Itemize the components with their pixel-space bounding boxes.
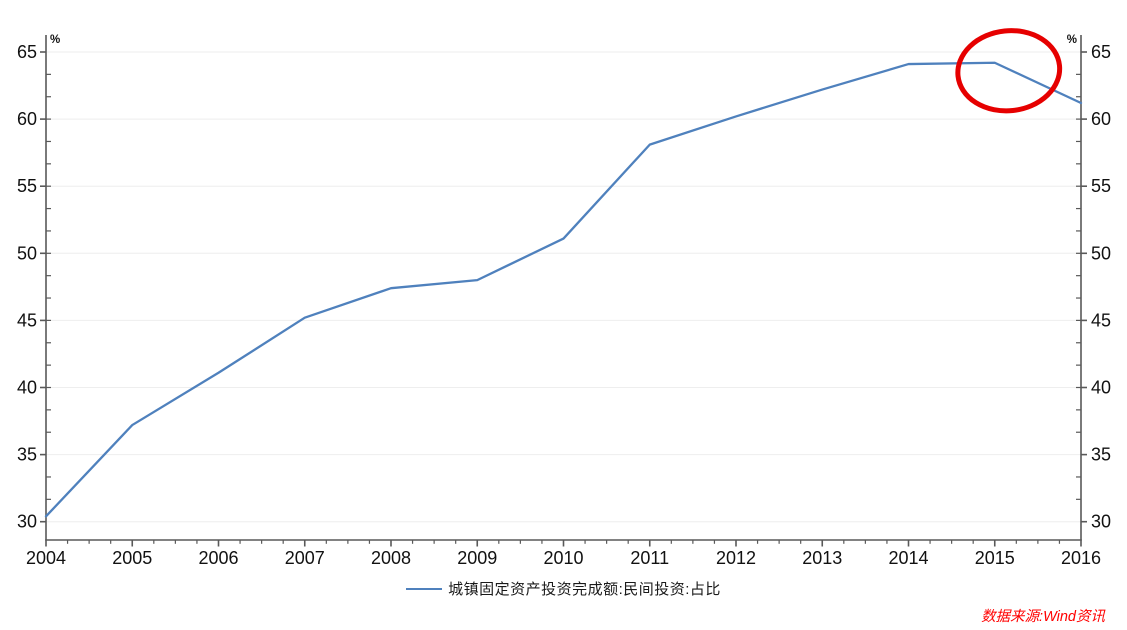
- x-tick-label: 2007: [285, 548, 325, 568]
- data-line: [44, 61, 1083, 518]
- y-tick-label: 65: [1091, 42, 1111, 62]
- y-tick-label: 45: [1091, 310, 1111, 330]
- y-axis-right-labels: 30 35 40 45 50 55 60 65: [1091, 42, 1111, 532]
- axes: [45, 35, 1082, 541]
- x-tick-label: 2004: [26, 548, 66, 568]
- y-axis-left-labels: 30 35 40 45 50 55 60 65: [17, 42, 37, 532]
- x-tick-label: 2014: [888, 548, 928, 568]
- y-tick-label: 45: [17, 310, 37, 330]
- series-line: [44, 61, 1083, 518]
- circle-mark: [955, 28, 1063, 114]
- y-unit-right: %: [1067, 34, 1077, 46]
- data-source-note: 数据来源:Wind资讯: [981, 609, 1105, 625]
- y-tick-label: 55: [1091, 176, 1111, 196]
- y-tick-label: 55: [17, 176, 37, 196]
- red-circle-annotation: [955, 28, 1063, 114]
- y-tick-label: 60: [17, 109, 37, 129]
- x-tick-label: 2013: [802, 548, 842, 568]
- x-axis-ticks: [45, 540, 1082, 547]
- axis-unit-labels: %%: [50, 34, 1077, 46]
- y-tick-label: 65: [17, 42, 37, 62]
- y-tick-label: 50: [17, 243, 37, 263]
- y-tick-label: 35: [1091, 445, 1111, 465]
- y-tick-label: 40: [17, 378, 37, 398]
- x-tick-label: 2012: [716, 548, 756, 568]
- y-axis-left-ticks: [40, 51, 51, 523]
- y-unit-left: %: [50, 34, 60, 46]
- y-axis-right-ticks: [1076, 51, 1087, 523]
- y-tick-label: 50: [1091, 243, 1111, 263]
- x-tick-label: 2005: [112, 548, 152, 568]
- gridlines: [46, 51, 1081, 523]
- x-axis-labels: 2004 2005 2006 2007 2008 2009 2010 2011 2012 2013…: [26, 548, 1101, 568]
- x-tick-label: 2016: [1061, 548, 1101, 568]
- x-tick-label: 2015: [975, 548, 1015, 568]
- x-tick-label: 2008: [371, 548, 411, 568]
- x-tick-label: 2006: [198, 548, 238, 568]
- y-tick-label: 30: [17, 512, 37, 532]
- x-tick-label: 2010: [543, 548, 583, 568]
- y-tick-label: 60: [1091, 109, 1111, 129]
- y-tick-label: 30: [1091, 512, 1111, 532]
- x-tick-label: 2011: [630, 548, 669, 568]
- y-tick-label: 35: [17, 445, 37, 465]
- x-tick-label: 2009: [457, 548, 497, 568]
- y-tick-label: 40: [1091, 378, 1111, 398]
